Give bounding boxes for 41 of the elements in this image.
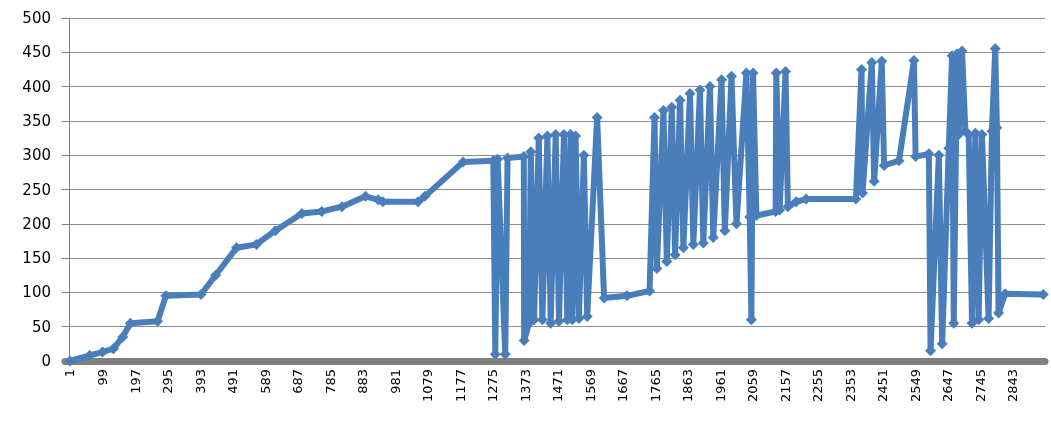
x-tick-label: 2255 <box>810 369 826 403</box>
x-tick-label: 883 <box>355 369 371 394</box>
y-tick-label: 150 <box>22 249 51 268</box>
x-tick-label: 2745 <box>972 369 988 403</box>
x-tick-label: 589 <box>257 369 273 394</box>
x-tick-label: 1667 <box>615 369 631 403</box>
x-tick-label: 99 <box>94 369 110 386</box>
x-tick-label: 1275 <box>485 369 501 403</box>
x-tick-label: 1569 <box>582 369 598 403</box>
y-tick-label: 450 <box>22 43 51 62</box>
y-tick-label: 250 <box>22 180 51 199</box>
x-tick-label: 1 <box>62 369 78 378</box>
y-tick-label: 350 <box>22 111 51 130</box>
x-tick-label: 2157 <box>777 369 793 403</box>
y-tick-label: 0 <box>41 352 51 370</box>
y-tick-label: 500 <box>22 9 51 27</box>
y-tick-label: 200 <box>22 214 51 233</box>
x-tick-label: 1863 <box>680 369 696 403</box>
x-tick-label: 295 <box>160 369 176 394</box>
x-tick-label: 981 <box>387 369 403 394</box>
x-tick-label: 687 <box>290 369 306 394</box>
x-tick-label: 197 <box>127 369 143 394</box>
x-tick-label: 785 <box>322 369 338 394</box>
x-tick-label: 2549 <box>907 369 923 403</box>
x-tick-label: 2647 <box>940 369 956 403</box>
y-tick-label: 400 <box>22 77 51 96</box>
x-tick-label: 2353 <box>842 369 858 403</box>
x-tick-label: 1079 <box>420 369 436 403</box>
x-tick-label: 1373 <box>517 369 533 403</box>
x-tick-label: 1177 <box>452 369 468 403</box>
x-tick-label: 393 <box>192 369 208 394</box>
x-tick-label: 2843 <box>1005 369 1021 403</box>
x-tick-label: 1961 <box>712 369 728 403</box>
x-tick-label: 491 <box>225 369 241 394</box>
y-tick-label: 300 <box>22 146 51 165</box>
y-tick-label: 50 <box>31 317 51 336</box>
x-tick-label: 2059 <box>745 369 761 403</box>
x-tick-label: 1471 <box>550 369 566 403</box>
y-tick-label: 100 <box>22 283 51 302</box>
x-tick-label: 1765 <box>647 369 663 403</box>
x-tick-label: 2451 <box>875 369 891 403</box>
